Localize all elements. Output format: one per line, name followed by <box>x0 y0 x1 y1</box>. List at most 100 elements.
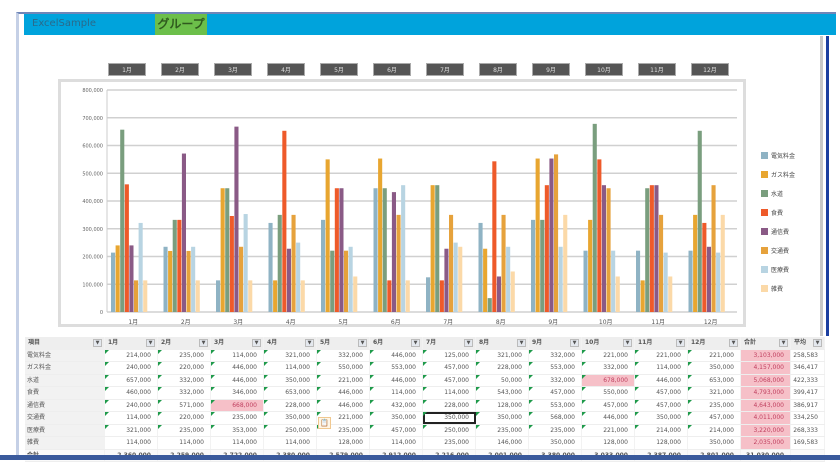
table-cell[interactable]: 114,000 <box>264 362 317 374</box>
table-cell[interactable]: 653,000 <box>688 375 741 387</box>
month-button[interactable]: 1月 <box>108 63 146 76</box>
table-cell[interactable]: 568,000 <box>529 412 582 424</box>
row-label[interactable]: 医療費 <box>25 425 105 437</box>
row-label[interactable]: 電気料金 <box>25 350 105 362</box>
table-cell[interactable]: 332,000 <box>158 375 211 387</box>
table-cell[interactable]: 221,000 <box>688 350 741 362</box>
table-cell[interactable]: 543,000 <box>476 387 529 399</box>
table-cell[interactable]: 114,000 <box>211 437 264 449</box>
column-header[interactable]: 11月▼ <box>635 337 688 349</box>
total-cell[interactable]: 3,220,000 <box>741 425 791 437</box>
table-cell[interactable]: 332,000 <box>582 362 635 374</box>
table-cell[interactable]: 228,000 <box>264 400 317 412</box>
table-cell[interactable]: 653,000 <box>264 387 317 399</box>
total-cell[interactable]: 3,103,000 <box>741 350 791 362</box>
table-cell[interactable]: 350,000 <box>688 437 741 449</box>
filter-dropdown-icon[interactable]: ▼ <box>305 339 314 347</box>
filter-dropdown-icon[interactable]: ▼ <box>676 339 685 347</box>
month-button[interactable]: 6月 <box>373 63 411 76</box>
table-cell[interactable]: 220,000 <box>158 362 211 374</box>
total-cell[interactable]: 4,011,000 <box>741 412 791 424</box>
table-cell[interactable]: 332,000 <box>317 350 370 362</box>
table-cell[interactable]: 678,000 <box>582 375 635 387</box>
month-button[interactable]: 8月 <box>479 63 517 76</box>
column-header[interactable]: 7月▼ <box>423 337 476 349</box>
filter-dropdown-icon[interactable]: ▼ <box>252 339 261 347</box>
filter-dropdown-icon[interactable]: ▼ <box>199 339 208 347</box>
column-header[interactable]: 10月▼ <box>582 337 635 349</box>
column-header[interactable]: 平均▼ <box>791 337 825 349</box>
table-cell[interactable]: 114,000 <box>105 437 158 449</box>
column-header[interactable]: 6月▼ <box>370 337 423 349</box>
table-cell[interactable]: 235,000 <box>476 425 529 437</box>
month-button[interactable]: 12月 <box>691 63 729 76</box>
table-cell[interactable]: 128,000 <box>476 400 529 412</box>
table-cell[interactable]: 214,000 <box>688 425 741 437</box>
total-cell[interactable]: 4,643,000 <box>741 400 791 412</box>
average-cell[interactable]: 346,417 <box>791 362 825 374</box>
table-cell[interactable]: 250,000 <box>264 425 317 437</box>
table-cell[interactable]: 571,000 <box>158 400 211 412</box>
table-cell[interactable]: 221,000 <box>582 350 635 362</box>
column-header[interactable]: 5月▼ <box>317 337 370 349</box>
table-cell[interactable]: 432,000 <box>370 400 423 412</box>
average-cell[interactable]: 334,250 <box>791 412 825 424</box>
average-cell[interactable]: 422,333 <box>791 375 825 387</box>
average-cell[interactable]: 268,333 <box>791 425 825 437</box>
table-cell[interactable]: 321,000 <box>105 425 158 437</box>
table-cell[interactable]: 114,000 <box>423 387 476 399</box>
table-cell[interactable]: 553,000 <box>529 362 582 374</box>
total-cell[interactable]: 4,793,000 <box>741 387 791 399</box>
table-cell[interactable]: 221,000 <box>582 425 635 437</box>
table-cell[interactable]: 553,000 <box>370 362 423 374</box>
table-cell[interactable]: 235,000 <box>423 437 476 449</box>
month-button[interactable]: 11月 <box>638 63 676 76</box>
filter-dropdown-icon[interactable]: ▼ <box>411 339 420 347</box>
table-cell[interactable]: 214,000 <box>105 350 158 362</box>
table-cell[interactable]: 446,000 <box>317 387 370 399</box>
table-cell[interactable]: 457,000 <box>635 387 688 399</box>
table-cell[interactable]: 446,000 <box>211 362 264 374</box>
table-cell[interactable]: 550,000 <box>582 387 635 399</box>
table-cell[interactable]: 550,000 <box>317 362 370 374</box>
filter-dropdown-icon[interactable]: ▼ <box>358 339 367 347</box>
month-button[interactable]: 10月 <box>585 63 623 76</box>
table-cell[interactable]: 446,000 <box>582 412 635 424</box>
column-header[interactable]: 9月▼ <box>529 337 582 349</box>
table-cell[interactable]: 353,000 <box>211 425 264 437</box>
table-cell[interactable]: 332,000 <box>529 375 582 387</box>
month-button[interactable]: 2月 <box>161 63 199 76</box>
total-cell[interactable]: 2,035,000 <box>741 437 791 449</box>
tab-group[interactable]: グループ <box>155 14 207 35</box>
filter-dropdown-icon[interactable]: ▼ <box>517 339 526 347</box>
average-cell[interactable]: 399,417 <box>791 387 825 399</box>
paste-options-icon[interactable]: 📋 <box>318 417 331 429</box>
table-cell[interactable]: 446,000 <box>370 375 423 387</box>
month-button[interactable]: 5月 <box>320 63 358 76</box>
filter-dropdown-icon[interactable]: ▼ <box>464 339 473 347</box>
month-button[interactable]: 4月 <box>267 63 305 76</box>
filter-dropdown-icon[interactable]: ▼ <box>570 339 579 347</box>
scrollbar-track[interactable] <box>820 36 823 336</box>
table-cell[interactable]: 350,000 <box>370 412 423 424</box>
column-header[interactable]: 8月▼ <box>476 337 529 349</box>
table-cell[interactable]: 228,000 <box>423 400 476 412</box>
table-cell[interactable]: 553,000 <box>529 400 582 412</box>
filter-dropdown-icon[interactable]: ▼ <box>146 339 155 347</box>
table-cell[interactable]: 350,000 <box>264 412 317 424</box>
table-cell[interactable]: 457,000 <box>423 362 476 374</box>
table-cell[interactable]: 114,000 <box>370 437 423 449</box>
table-cell[interactable]: 346,000 <box>211 387 264 399</box>
table-cell[interactable]: 128,000 <box>635 437 688 449</box>
table-cell[interactable]: 460,000 <box>105 387 158 399</box>
row-label[interactable]: 交通費 <box>25 412 105 424</box>
table-cell[interactable]: 220,000 <box>158 412 211 424</box>
column-header[interactable]: 項目▼ <box>25 337 105 349</box>
table-cell[interactable]: 114,000 <box>370 387 423 399</box>
row-label[interactable]: 雑費 <box>25 437 105 449</box>
row-label[interactable]: 食費 <box>25 387 105 399</box>
average-cell[interactable]: 258,583 <box>791 350 825 362</box>
row-label[interactable]: 水道 <box>25 375 105 387</box>
total-cell[interactable]: 4,157,000 <box>741 362 791 374</box>
column-header[interactable]: 4月▼ <box>264 337 317 349</box>
